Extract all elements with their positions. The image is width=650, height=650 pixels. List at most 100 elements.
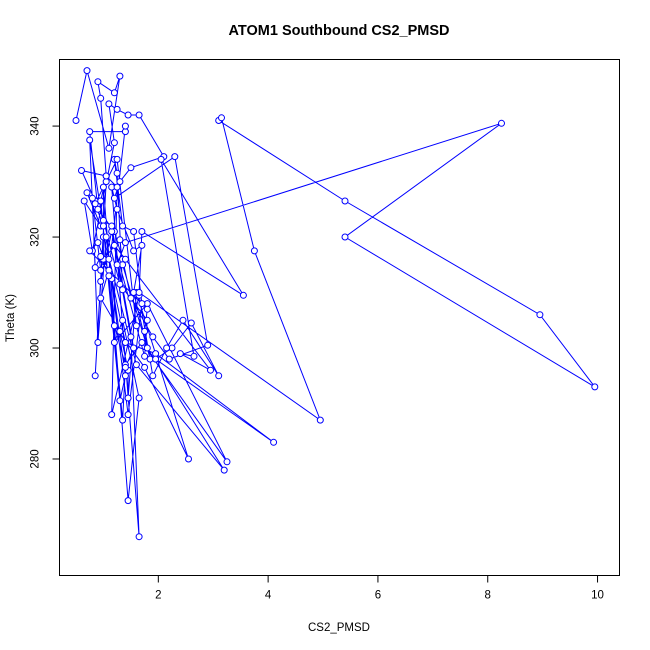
data-point	[97, 94, 105, 102]
data-point	[130, 344, 138, 352]
x-axis: 2 4 6 8 10	[155, 575, 604, 602]
x-tick-label: 8	[485, 590, 491, 602]
y-axis: 280 300 320 340	[30, 116, 60, 469]
data-point	[94, 78, 102, 86]
data-point	[130, 247, 138, 255]
plot-frame	[59, 59, 620, 576]
data-point	[127, 333, 135, 341]
x-axis-label: CS2_PMSD	[308, 622, 370, 634]
data-point	[138, 241, 146, 249]
data-point	[83, 189, 91, 197]
data-point	[110, 194, 118, 202]
data-point	[105, 144, 113, 152]
data-point	[135, 533, 143, 541]
data-point	[218, 114, 225, 122]
data-point	[204, 341, 212, 349]
data-point	[88, 194, 96, 202]
data-point	[132, 361, 140, 369]
data-point	[536, 311, 544, 319]
data-point	[135, 111, 143, 119]
data-point	[124, 411, 132, 419]
data-point	[239, 291, 247, 299]
data-point	[102, 172, 110, 180]
data-point	[94, 205, 102, 213]
data-point	[116, 397, 124, 405]
data-point	[341, 233, 349, 241]
data-point	[113, 183, 121, 191]
data-point	[78, 167, 85, 174]
data-point	[141, 352, 149, 360]
data-point	[179, 316, 187, 324]
data-point	[135, 394, 143, 402]
data-point	[97, 266, 105, 274]
data-point	[108, 222, 116, 230]
data-point	[190, 352, 198, 360]
data-point	[138, 228, 146, 235]
data-point	[99, 183, 107, 191]
data-point	[94, 339, 102, 346]
data-point	[110, 139, 118, 147]
chart-title: ATOM1 Southbound CS2_PMSD	[229, 23, 450, 39]
data-point	[223, 458, 231, 466]
data-point	[116, 72, 124, 80]
x-tick-label: 4	[265, 590, 272, 602]
data-point	[116, 236, 124, 244]
data-point	[119, 286, 127, 294]
data-point	[113, 261, 121, 269]
data-point	[124, 394, 132, 402]
data-point	[498, 119, 505, 127]
y-tick-label: 320	[30, 227, 42, 246]
data-point	[108, 411, 116, 419]
data-point	[130, 228, 138, 235]
data-point	[105, 255, 113, 263]
data-point	[86, 247, 94, 255]
data-point	[127, 294, 135, 302]
data-point	[97, 197, 105, 205]
data-point	[149, 372, 157, 380]
data-point	[110, 322, 118, 330]
data-point	[152, 355, 160, 363]
data-point	[187, 319, 195, 327]
x-tick-label: 10	[591, 590, 604, 602]
data-point	[110, 89, 118, 97]
series-layer	[72, 67, 599, 541]
data-point	[121, 239, 129, 247]
data-point	[185, 455, 192, 463]
data-point	[72, 117, 80, 124]
data-point	[113, 105, 121, 113]
data-point	[97, 277, 105, 285]
data-point	[121, 339, 129, 346]
data-point	[316, 416, 324, 424]
data-point	[171, 153, 179, 161]
y-tick-label: 300	[30, 338, 42, 357]
y-tick-label: 280	[30, 449, 42, 468]
data-point	[91, 200, 99, 208]
data-point	[116, 327, 124, 335]
data-point	[121, 122, 129, 130]
data-point	[80, 197, 88, 205]
data-point	[138, 339, 146, 346]
data-point	[121, 372, 129, 380]
data-point	[124, 111, 132, 119]
data-point	[86, 128, 94, 136]
x-tick-label: 2	[155, 590, 161, 602]
x-tick-label: 6	[375, 590, 381, 602]
data-point	[341, 197, 349, 205]
data-point	[220, 466, 228, 474]
data-point	[110, 241, 118, 249]
data-point	[124, 497, 132, 505]
data-point	[86, 136, 94, 144]
data-point	[105, 272, 113, 280]
y-tick-label: 340	[30, 116, 42, 135]
data-point	[270, 438, 278, 446]
data-point	[119, 222, 127, 230]
data-point	[102, 233, 110, 241]
data-point	[138, 300, 146, 308]
data-point	[91, 372, 99, 380]
data-point	[99, 222, 107, 230]
data-point	[83, 67, 91, 75]
data-point	[116, 178, 124, 186]
data-point	[91, 264, 99, 272]
data-point	[250, 247, 258, 255]
